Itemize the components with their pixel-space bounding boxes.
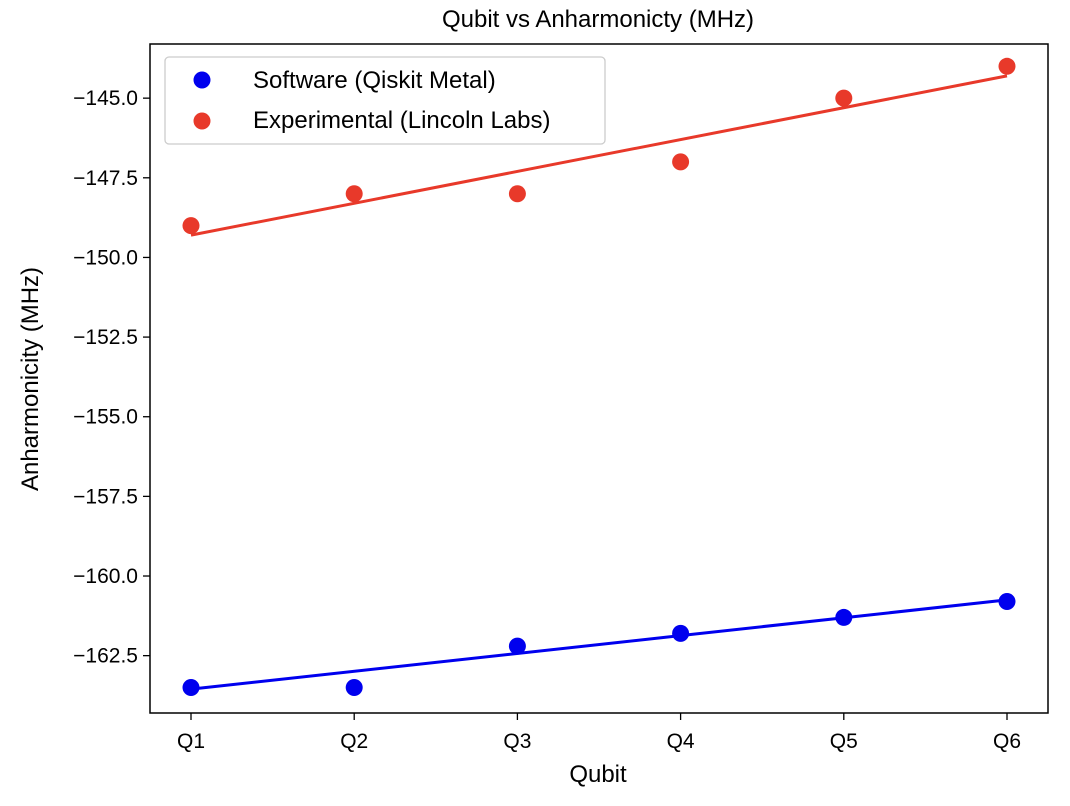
x-tick-label: Q1: [177, 730, 205, 753]
x-axis: Q1 Q2 Q3 Q4 Q5 Q6: [177, 713, 1021, 753]
data-point-software: [998, 593, 1016, 610]
x-tick-label: Q6: [993, 730, 1021, 753]
x-tick-label: Q5: [830, 730, 858, 753]
y-tick-label: −157.5: [73, 485, 138, 508]
legend-marker-experimental: [193, 112, 211, 130]
plot-area: [149, 43, 1049, 714]
x-axis-label: Qubit: [569, 761, 627, 788]
data-point-experimental: [345, 185, 363, 203]
data-point-experimental: [672, 153, 690, 171]
legend-label-software: Software (Qiskit Metal): [253, 67, 496, 94]
data-point-software: [345, 679, 363, 697]
y-tick-label: −155.0: [73, 406, 138, 429]
data-point-software: [835, 608, 853, 626]
data-point-experimental: [508, 185, 526, 203]
y-tick-label: −147.5: [73, 167, 138, 190]
y-tick-label: −160.0: [73, 565, 138, 588]
chart-title: Qubit vs Anharmonicty (MHz): [442, 6, 754, 33]
plot-frame: [149, 43, 1049, 714]
data-point-experimental: [182, 217, 200, 235]
fit-lines: [190, 74, 1008, 691]
y-tick-label: −152.5: [73, 326, 138, 349]
x-tick-label: Q3: [503, 730, 531, 753]
fit-line-software: [190, 598, 1008, 691]
data-point-software: [672, 624, 690, 642]
y-tick-label: −162.5: [73, 645, 138, 668]
y-axis-label: Anharmonicity (MHz): [17, 267, 44, 491]
y-tick-label: −145.0: [73, 87, 138, 110]
x-tick-label: Q4: [667, 730, 695, 753]
data-points: [182, 57, 1016, 697]
x-tick-label: Q2: [340, 730, 368, 753]
y-tick-label: −150.0: [73, 246, 138, 269]
data-point-software: [182, 679, 200, 697]
y-axis: −145.0 −147.5 −150.0 −152.5 −155.0 −157.5 −160…: [73, 87, 150, 668]
data-point-experimental: [835, 89, 853, 107]
legend-box: [164, 56, 606, 145]
legend-marker-software: [193, 71, 211, 89]
legend-label-experimental: Experimental (Lincoln Labs): [253, 107, 550, 134]
data-point-experimental: [998, 57, 1016, 75]
data-point-software: [508, 637, 526, 655]
legend: Software (Qiskit Metal) Experimental (Li…: [164, 56, 606, 145]
fit-line-experimental: [190, 74, 1008, 237]
